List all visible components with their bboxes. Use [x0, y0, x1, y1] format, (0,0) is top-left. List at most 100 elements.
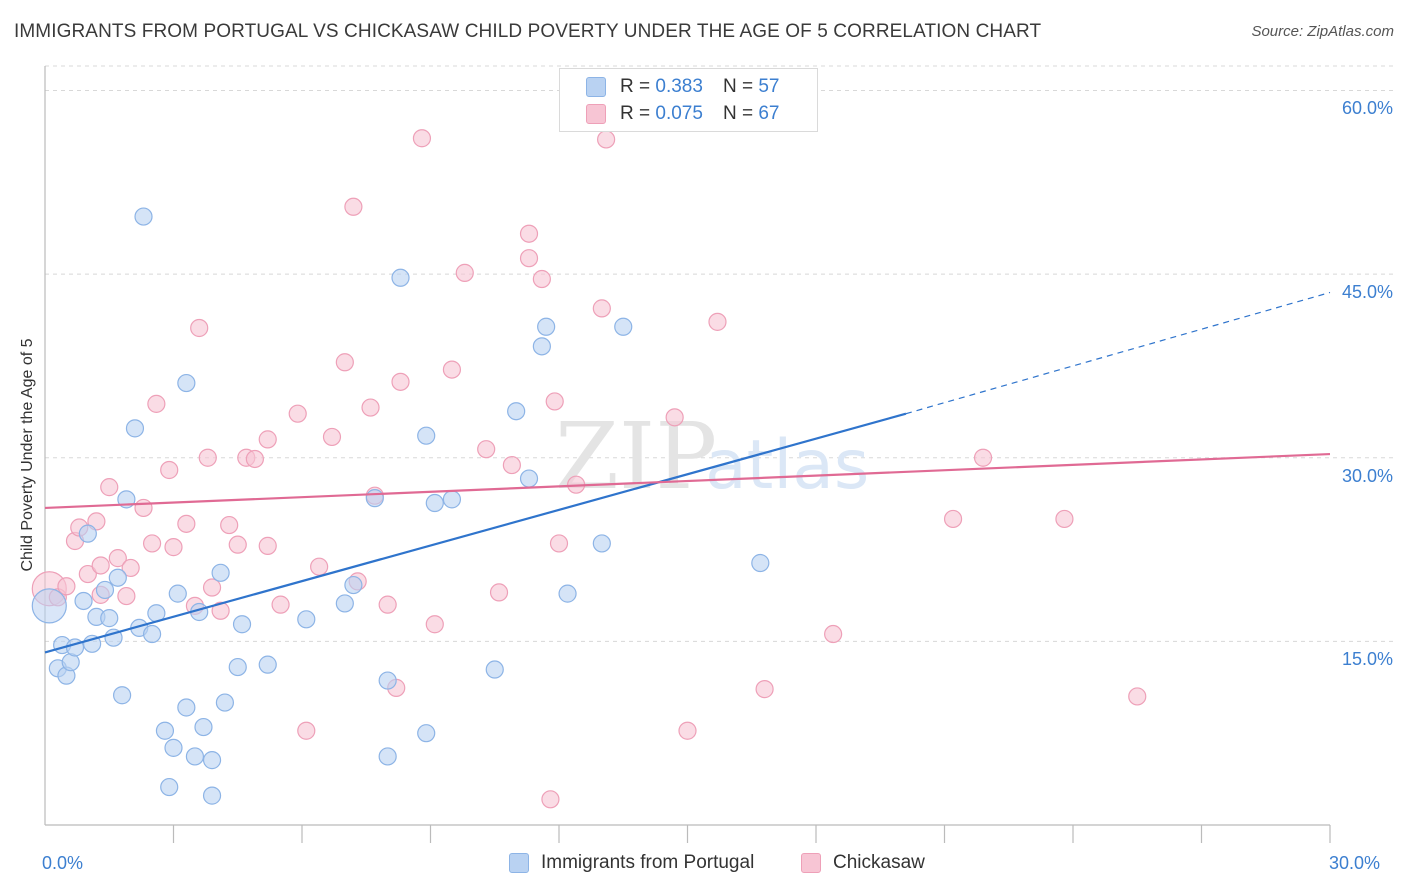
source-label: Source: ZipAtlas.com: [1251, 23, 1394, 40]
portugal-point: [177, 698, 196, 717]
chickasaw-point: [177, 514, 196, 533]
chickasaw-point: [134, 498, 153, 518]
portugal-point: [378, 747, 397, 766]
bottom-legend-swatch-pink: [801, 853, 821, 873]
legend-r-value: 0.383: [655, 76, 703, 97]
portugal-point: [194, 717, 213, 737]
portugal-point: [177, 373, 196, 393]
chickasaw-point: [412, 129, 432, 148]
chickasaw-point: [541, 790, 560, 809]
chickasaw-point: [519, 249, 539, 268]
bottom-legend-label: Chickasaw: [833, 852, 925, 873]
chickasaw-point: [190, 318, 209, 338]
portugal-point: [751, 553, 770, 573]
chickasaw-point: [142, 534, 162, 553]
portugal-point: [378, 671, 397, 690]
chickasaw-point: [489, 583, 509, 602]
portugal-point: [614, 317, 633, 336]
portugal-point: [160, 777, 179, 797]
chickasaw-point: [391, 372, 410, 391]
chickasaw-point: [91, 556, 110, 575]
legend-n-value: 67: [758, 103, 780, 124]
portugal-point: [425, 493, 444, 513]
portugal-point: [232, 615, 252, 634]
correlation-legend: R = 0.383 N = 57 R = 0.075 N = 67: [559, 68, 818, 132]
portugal-point: [202, 751, 222, 770]
chickasaw-point: [198, 448, 217, 467]
portugal-point: [417, 426, 436, 445]
chickasaw-point: [442, 360, 462, 379]
chickasaw-point: [678, 721, 697, 740]
chickasaw-point: [1128, 687, 1147, 706]
portugal-point: [532, 337, 551, 356]
portugal-point: [78, 524, 97, 543]
chickasaw-point: [1055, 509, 1074, 529]
legend-n-value: 57: [758, 76, 780, 97]
chickasaw-point: [361, 398, 380, 417]
y-tick-label: 15.0%: [1341, 649, 1393, 670]
portugal-point: [228, 657, 247, 677]
chickasaw-point: [532, 269, 551, 289]
portugal-point: [592, 534, 611, 553]
portugal-point: [507, 402, 526, 421]
chickasaw-point: [322, 427, 342, 447]
portugal-point: [344, 575, 363, 595]
chickasaw-point: [755, 680, 774, 699]
legend-row-portugal: R = 0.383 N = 57: [586, 75, 779, 99]
chickasaw-point: [147, 394, 166, 413]
chart-title: IMMIGRANTS FROM PORTUGAL VS CHICKASAW CH…: [14, 21, 1042, 42]
portugal-trend-extension: [905, 291, 1331, 415]
chickasaw-point: [57, 577, 76, 596]
legend-swatch-pink: [586, 104, 606, 124]
watermark-atlas: atlas: [705, 426, 869, 505]
chickasaw-point: [455, 263, 474, 282]
portugal-point: [168, 584, 187, 603]
bottom-legend-chickasaw: Chickasaw: [801, 852, 925, 874]
portugal-point: [297, 610, 316, 629]
portugal-point: [442, 490, 462, 509]
chickasaw-point: [425, 615, 444, 634]
trend-lines: [44, 291, 1331, 654]
chickasaw-point: [228, 535, 247, 554]
chickasaw-point: [335, 353, 354, 372]
chickasaw-point: [378, 595, 397, 614]
chickasaw-point: [502, 455, 521, 475]
chickasaw-point: [549, 534, 569, 553]
portugal-point: [100, 609, 119, 628]
portugal-point: [112, 686, 132, 705]
chickasaw-point: [202, 578, 222, 597]
bottom-legend-swatch-blue: [509, 853, 529, 873]
portugal-point: [155, 721, 175, 740]
chickasaw-point: [211, 601, 230, 620]
watermark-zip: ZIP: [555, 403, 717, 510]
chickasaw-point: [117, 586, 136, 606]
portugal-point: [185, 747, 205, 766]
portugal-point: [215, 693, 234, 712]
chickasaw-point: [108, 549, 127, 568]
y-tick-label: 45.0%: [1341, 282, 1393, 303]
chickasaw-point: [297, 721, 316, 740]
bottom-legend-portugal: Immigrants from Portugal: [509, 852, 754, 874]
chickasaw-point: [258, 536, 277, 555]
portugal-point: [142, 624, 162, 644]
chickasaw-point: [344, 197, 363, 216]
chickasaw-point: [545, 392, 564, 411]
chickasaw-point: [597, 130, 616, 149]
portugal-point: [211, 563, 230, 582]
y-tick-label: 30.0%: [1341, 465, 1393, 486]
y-tick-label: 60.0%: [1341, 98, 1393, 119]
legend-r-label: R =: [620, 103, 651, 124]
chickasaw-point: [121, 558, 140, 578]
legend-row-chickasaw: R = 0.075 N = 67: [586, 102, 779, 126]
series-chickasaw: [31, 129, 1147, 809]
portugal-trend-line: [44, 412, 907, 654]
chickasaw-point: [220, 515, 239, 535]
chickasaw-point: [519, 224, 539, 243]
chickasaw-point: [245, 449, 264, 469]
portugal-point: [365, 489, 384, 508]
portugal-point: [202, 786, 222, 805]
portugal-point: [74, 591, 93, 611]
x-tick-min: 0.0%: [42, 853, 84, 873]
chickasaw-point: [665, 408, 684, 427]
